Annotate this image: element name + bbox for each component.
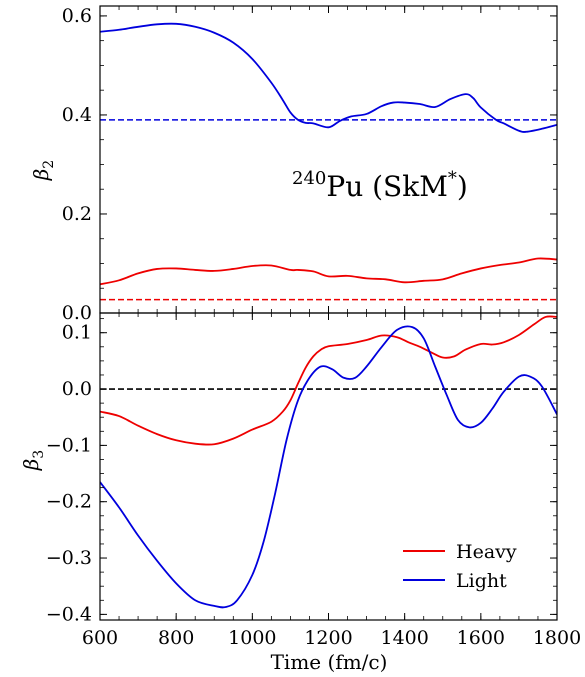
beta2-heavy-line bbox=[100, 257, 557, 286]
beta2-ticks: 0.0 0.2 0.4 0.6 bbox=[62, 5, 558, 324]
nucleus-annotation: 240Pu (SkM*) bbox=[292, 168, 468, 203]
xtick-label: 1800 bbox=[533, 627, 581, 649]
beta3-ytick-label: 0.0 bbox=[62, 378, 92, 400]
x-axis-label: Time (fm/c) bbox=[271, 650, 388, 674]
beta3-ylabel: β3 bbox=[19, 450, 47, 471]
beta3-ytick-label: −0.4 bbox=[46, 603, 92, 625]
beta3-series bbox=[100, 315, 557, 609]
beta3-ticks: −0.4 −0.3 −0.2 −0.1 0.0 0.1 600 800 1000 1200 1400… bbox=[46, 313, 581, 649]
beta2-ytick-label: 0.0 bbox=[62, 302, 92, 324]
beta3-panel: −0.4 −0.3 −0.2 −0.1 0.0 0.1 600 800 1000 1200 1400… bbox=[19, 312, 581, 674]
xtick-label: 1400 bbox=[380, 627, 428, 649]
xtick-label: 1000 bbox=[228, 627, 276, 649]
beta2-ytick-label: 0.6 bbox=[62, 5, 92, 27]
beta2-panel: 0.0 0.2 0.4 0.6 β2 240Pu (SkM*) bbox=[29, 5, 558, 324]
beta3-axes-frame bbox=[99, 312, 558, 621]
beta3-heavy-line bbox=[100, 315, 557, 446]
beta2-ytick-label: 0.4 bbox=[62, 104, 92, 126]
beta2-series bbox=[100, 22, 557, 286]
beta2-ytick-label: 0.2 bbox=[62, 203, 92, 225]
legend-light-label: Light bbox=[456, 570, 507, 592]
beta3-ytick-label: 0.1 bbox=[62, 322, 92, 344]
xtick-label: 1200 bbox=[304, 627, 352, 649]
xtick-label: 1600 bbox=[457, 627, 505, 649]
xtick-label: 600 bbox=[82, 627, 118, 649]
legend: Heavy Light bbox=[403, 541, 517, 592]
beta3-ytick-label: −0.1 bbox=[46, 434, 92, 456]
beta2-reference-lines bbox=[100, 119, 557, 301]
beta2-light-line bbox=[100, 22, 557, 133]
beta3-ytick-label: −0.3 bbox=[46, 547, 92, 569]
xtick-label: 800 bbox=[158, 627, 194, 649]
beta3-light-line bbox=[100, 325, 557, 609]
legend-heavy-label: Heavy bbox=[456, 541, 517, 563]
beta2-ylabel: β2 bbox=[29, 160, 57, 181]
beta3-ytick-label: −0.2 bbox=[46, 491, 92, 513]
